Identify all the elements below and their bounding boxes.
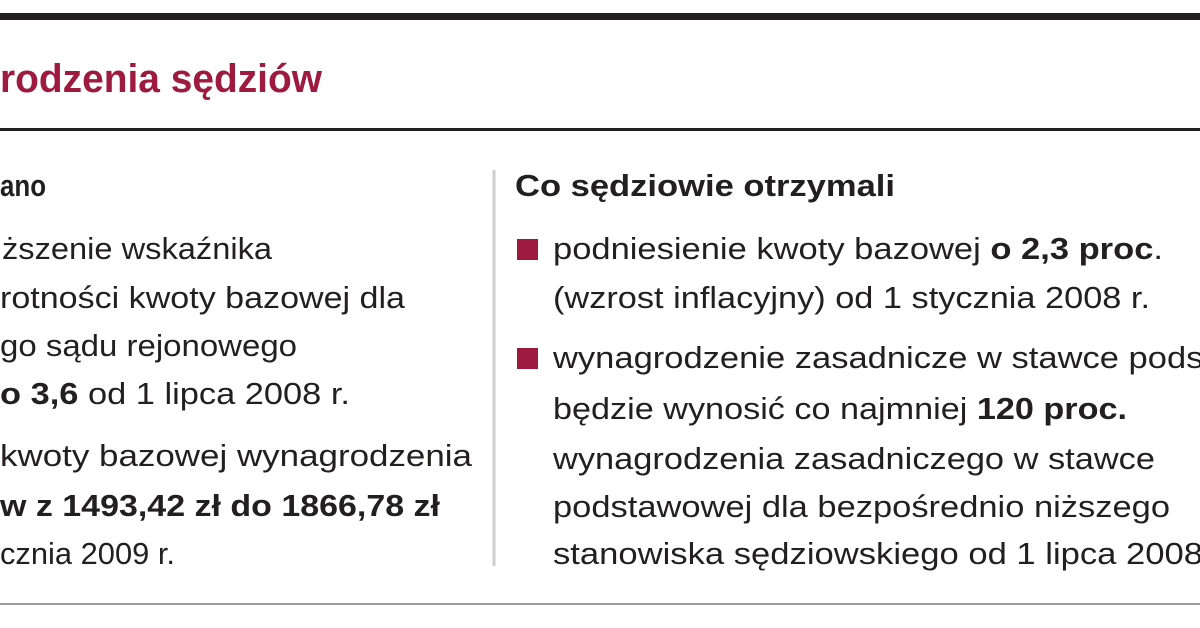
top-rule (0, 13, 1200, 20)
left-heading: ano (0, 168, 46, 203)
text-segment: (wzrost inflacyjny) od 1 stycznia 2008 r… (553, 280, 1150, 315)
text-line: (wzrost inflacyjny) od 1 stycznia 2008 r… (553, 280, 1150, 315)
text-segment: od 1 lipca 2008 r. (78, 376, 350, 411)
text-segment: . (1153, 231, 1163, 266)
text-segment: rotności kwoty bazowej dla (0, 280, 406, 315)
bold-text: o 2,3 proc (990, 231, 1153, 266)
text-segment: stanowiska sędziowskiego od 1 lipca 2008 (553, 536, 1200, 571)
text-line: wynagrodzenia zasadniczego w stawce (552, 441, 1155, 476)
text-line: kwoty bazowej wynagrodzenia (0, 438, 473, 473)
text-line: ższenie wskaźnika (2, 231, 273, 266)
text-segment: podstawowej dla bezpośrednio niższego (553, 489, 1170, 524)
right-heading: Co sędziowie otrzymali (515, 168, 895, 203)
text-line: wynagrodzenie zasadnicze w stawce podst (552, 340, 1200, 375)
text-segment: ższenie wskaźnika (2, 231, 273, 266)
text-line: go sądu rejonowego (0, 328, 297, 363)
text-segment: cznia 2009 r. (0, 536, 175, 571)
text-segment: wynagrodzenie zasadnicze w stawce podst (552, 340, 1200, 375)
text-line: podniesienie kwoty bazowej o 2,3 proc. (553, 231, 1163, 266)
bold-text: o 3,6 (0, 376, 78, 411)
text-segment: go sądu rejonowego (0, 328, 297, 363)
text-segment: będzie wynosić co najmniej (553, 391, 977, 426)
text-line: cznia 2009 r. (0, 536, 175, 571)
bold-text: 120 proc. (977, 391, 1127, 426)
text-line: stanowiska sędziowskiego od 1 lipca 2008 (553, 536, 1200, 571)
text-segment: podniesienie kwoty bazowej (553, 231, 990, 266)
text-line: podstawowej dla bezpośrednio niższego (553, 489, 1170, 524)
text-line: w z 1493,42 zł do 1866,78 zł (0, 488, 440, 523)
text-line: o 3,6 od 1 lipca 2008 r. (0, 376, 350, 411)
bullet (517, 348, 538, 369)
title-rule (0, 128, 1200, 131)
text-line: rotności kwoty bazowej dla (0, 280, 406, 315)
bold-text: w z 1493,42 zł do 1866,78 zł (0, 488, 440, 523)
bullet (517, 239, 538, 260)
title: rodzenia sędziów (0, 57, 323, 101)
text-segment: wynagrodzenia zasadniczego w stawce (552, 441, 1155, 476)
text-line: będzie wynosić co najmniej 120 proc. (553, 391, 1127, 426)
text-segment: kwoty bazowej wynagrodzenia (0, 438, 473, 473)
